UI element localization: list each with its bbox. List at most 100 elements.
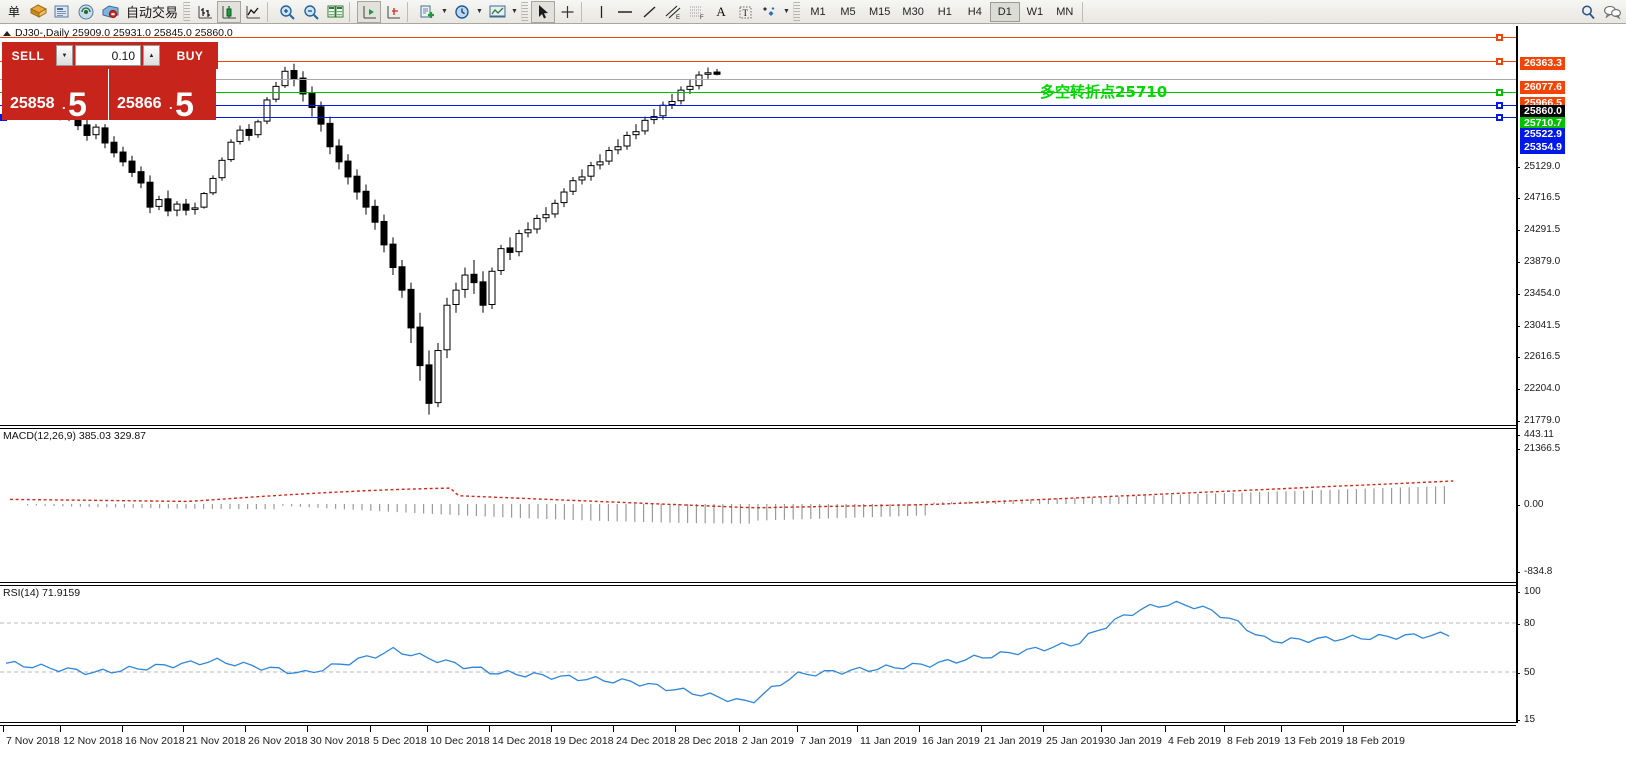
- volume-decrement-button[interactable]: ▼: [56, 45, 73, 66]
- price-tag-support-1[interactable]: 25522.9: [1520, 128, 1565, 141]
- timeframe-d1[interactable]: D1: [989, 1, 1020, 22]
- candlestick-chart-icon[interactable]: [217, 0, 242, 23]
- price-tick-22204.0: 22204.0: [1516, 383, 1626, 395]
- toolbar-grip-2[interactable]: [521, 2, 529, 21]
- price-axis-line: [1516, 26, 1518, 723]
- volume-input[interactable]: 0.10: [75, 45, 141, 66]
- bar-chart-icon[interactable]: [193, 1, 217, 23]
- toolbar-grip-1[interactable]: [183, 2, 191, 21]
- level-handle-26077[interactable]: [1496, 58, 1503, 65]
- ask-fraction: 5: [175, 86, 194, 124]
- time-tick: [122, 726, 123, 732]
- chat-icon[interactable]: [1600, 1, 1624, 23]
- templates-icon[interactable]: [485, 1, 509, 23]
- horizontal-line-icon[interactable]: [613, 1, 637, 23]
- sell-button[interactable]: SELL: [2, 42, 54, 69]
- toolbar-grip-3[interactable]: [793, 2, 801, 21]
- level-handle-26363[interactable]: [1496, 34, 1503, 41]
- macd-pane[interactable]: MACD(12,26,9) 385.03 329.87: [0, 428, 1516, 583]
- time-label: 7 Nov 2018: [6, 735, 60, 747]
- chart-annotation-text[interactable]: 多空转折点25710: [1040, 83, 1168, 101]
- time-label: 21 Jan 2019: [984, 735, 1042, 747]
- autotrading-label[interactable]: 自动交易: [126, 6, 179, 21]
- symbol-header-text: DJ30-,Daily 25909.0 25931.0 25845.0 2586…: [15, 27, 233, 39]
- price-tag-pivot[interactable]: 25710.7: [1520, 117, 1565, 130]
- time-tick: [183, 726, 184, 732]
- price-tag-last[interactable]: 25860.0: [1520, 105, 1565, 118]
- chart-shift-icon[interactable]: [381, 1, 405, 23]
- time-label: 30 Nov 2018: [310, 735, 370, 747]
- rsi-tick-15: 15: [1516, 714, 1626, 726]
- time-tick: [245, 726, 246, 732]
- level-line-25354[interactable]: [0, 117, 1516, 118]
- timeframe-m5[interactable]: M5: [840, 5, 856, 18]
- period-clock-icon[interactable]: [450, 1, 474, 23]
- rsi-pane[interactable]: RSI(14) 71.9159: [0, 585, 1516, 723]
- trendline-icon[interactable]: [637, 1, 661, 23]
- symbol-header: DJ30-,Daily 25909.0 25931.0 25845.0 2586…: [0, 27, 233, 39]
- price-pane[interactable]: 多空转折点25710: [0, 26, 1516, 426]
- level-line-25522[interactable]: [0, 105, 1516, 106]
- price-tag-resistance-2[interactable]: 26077.6: [1520, 81, 1565, 94]
- level-handle-25522[interactable]: [1496, 102, 1503, 109]
- price-scale[interactable]: 25129.0 24716.5 24291.5 23879.0 23454.0 23041…: [1516, 24, 1626, 774]
- ask-integer: 25866: [117, 95, 162, 112]
- add-indicator-icon[interactable]: [415, 1, 439, 23]
- objects-icon[interactable]: [757, 1, 781, 23]
- bid-price-display[interactable]: 25858 . 5: [2, 69, 109, 122]
- volume-increment-button[interactable]: ▲: [143, 45, 160, 66]
- cursor-arrow-icon[interactable]: [531, 0, 556, 23]
- timeframe-m1[interactable]: M1: [810, 5, 826, 18]
- svg-text:E: E: [676, 15, 680, 20]
- level-line-25966[interactable]: [0, 79, 1516, 80]
- bid-decimal-point: .: [62, 97, 66, 112]
- level-line-26363[interactable]: [0, 37, 1516, 38]
- timeframe-h4[interactable]: H4: [967, 5, 982, 18]
- new-order-icon[interactable]: 单: [7, 5, 20, 19]
- add-indicator-chevron-down-icon[interactable]: ▼: [441, 8, 448, 15]
- zoom-out-icon[interactable]: [299, 1, 323, 23]
- collapse-triangle-icon[interactable]: [3, 30, 11, 36]
- search-icon[interactable]: [1576, 1, 1600, 23]
- ask-price-display[interactable]: 25866 . 5: [109, 69, 216, 124]
- auto-scroll-icon[interactable]: [357, 0, 382, 23]
- period-chevron-down-icon[interactable]: ▼: [476, 8, 483, 15]
- level-handle-25354[interactable]: [1496, 114, 1503, 121]
- time-label: 30 Jan 2019: [1104, 735, 1162, 747]
- text-label-icon[interactable]: T: [733, 1, 757, 23]
- fibonacci-retracement-icon[interactable]: F: [685, 1, 709, 23]
- templates-chevron-down-icon[interactable]: ▼: [511, 8, 518, 15]
- crosshair-icon[interactable]: [555, 1, 579, 23]
- timeframe-h1[interactable]: H1: [937, 5, 952, 18]
- chart-folder-icon[interactable]: [26, 1, 50, 23]
- price-tag-support-2[interactable]: 25354.9: [1520, 141, 1565, 154]
- buy-button[interactable]: BUY: [162, 42, 218, 69]
- price-tick-23041.5: 23041.5: [1516, 320, 1626, 332]
- signals-icon[interactable]: [74, 1, 98, 23]
- line-chart-icon[interactable]: [241, 1, 265, 23]
- one-click-trading-panel[interactable]: SELL ▼ 0.10 ▲ BUY 25858 . 5 25866 . 5: [2, 42, 218, 124]
- level-line-25710[interactable]: [0, 92, 1516, 93]
- timeframe-m30[interactable]: M30: [902, 5, 924, 18]
- level-handle-25710[interactable]: [1496, 89, 1503, 96]
- text-icon[interactable]: A: [716, 3, 726, 19]
- tile-windows-icon[interactable]: [323, 1, 347, 23]
- rsi-tick-100: 100: [1516, 586, 1626, 598]
- volume-control[interactable]: ▼ 0.10 ▲: [54, 42, 162, 69]
- news-icon[interactable]: [50, 1, 74, 23]
- objects-chevron-down-icon[interactable]: ▼: [783, 8, 790, 15]
- time-label: 14 Dec 2018: [492, 735, 552, 747]
- timeframe-mn[interactable]: MN: [1056, 5, 1074, 18]
- chart-area[interactable]: 多空转折点25710 MACD(12,26,9) 385.03 329.87 R…: [0, 24, 1626, 774]
- price-tag-resistance-1[interactable]: 26363.3: [1520, 57, 1565, 70]
- zoom-in-icon[interactable]: [275, 1, 299, 23]
- time-tick: [739, 726, 740, 732]
- equidistant-channel-icon[interactable]: E: [661, 1, 685, 23]
- market-icon[interactable]: [98, 1, 122, 23]
- level-line-26077[interactable]: [0, 61, 1516, 62]
- timeframe-w1[interactable]: W1: [1026, 5, 1044, 18]
- timeframe-m15[interactable]: M15: [869, 5, 891, 18]
- vertical-line-icon[interactable]: [589, 1, 613, 23]
- trade-panel-quotes-row: 25858 . 5 25866 . 5: [2, 69, 218, 124]
